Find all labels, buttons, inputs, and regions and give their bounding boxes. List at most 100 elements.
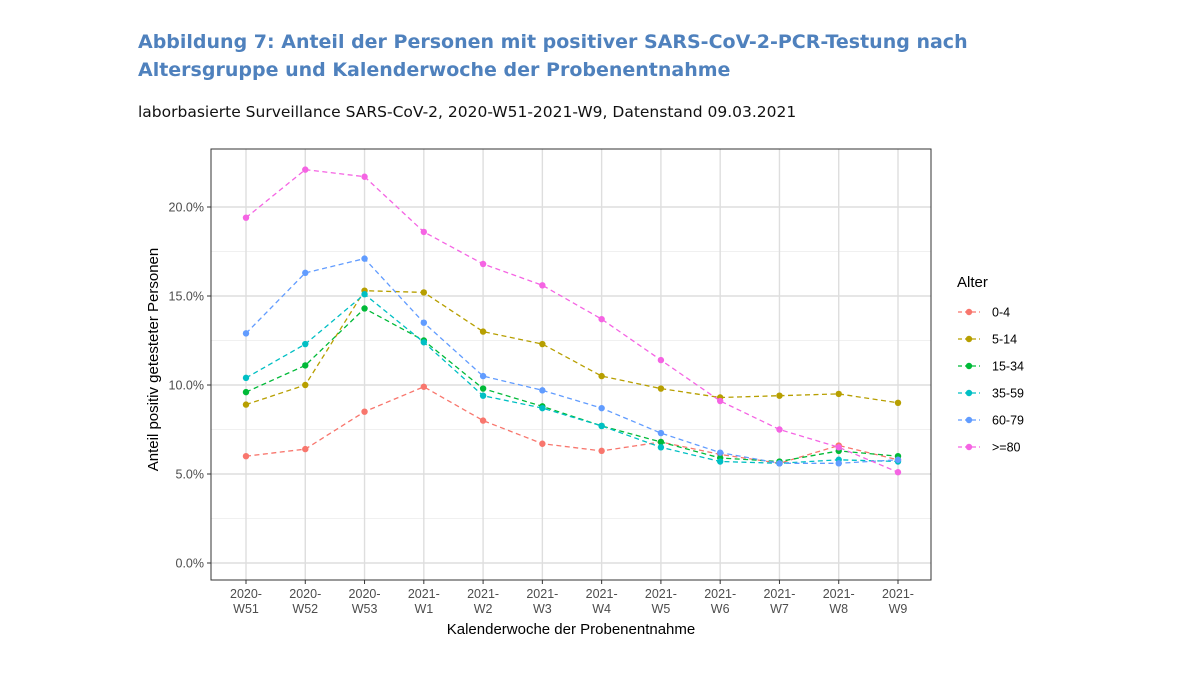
data-point <box>598 422 605 430</box>
data-point <box>420 289 428 296</box>
y-axis-title: Anteil positiv getesteter Personen <box>145 248 162 471</box>
data-point <box>657 444 665 451</box>
data-point <box>242 453 250 460</box>
data-point <box>894 469 902 476</box>
data-point <box>361 173 368 180</box>
data-point <box>598 404 605 412</box>
legend-item: >=80 <box>958 441 1021 455</box>
figure-title: Abbildung 7: Anteil der Personen mit pos… <box>138 31 968 81</box>
data-point <box>479 328 487 335</box>
data-point <box>302 269 309 277</box>
data-point <box>835 444 842 451</box>
data-point <box>302 362 309 369</box>
x-tick-label: 2021-W4 <box>586 587 618 616</box>
data-point <box>420 319 428 326</box>
data-point <box>420 339 428 346</box>
x-tick-label-year: 2021- <box>408 587 440 601</box>
x-tick-label-week: W52 <box>292 602 318 616</box>
x-axis-title: Kalenderwoche der Probenentnahme <box>447 621 696 638</box>
x-tick-label-week: W5 <box>652 602 671 616</box>
data-point <box>302 381 309 389</box>
panel-background <box>211 149 931 580</box>
data-point <box>776 392 783 399</box>
data-point <box>302 166 309 173</box>
legend-label: >=80 <box>992 441 1021 455</box>
data-point <box>539 282 546 289</box>
x-tick-label: 2021-W8 <box>823 587 855 616</box>
data-point <box>479 260 487 268</box>
series-line <box>245 293 899 464</box>
panel-border <box>210 148 932 581</box>
data-point <box>894 399 902 406</box>
legend-key-point <box>965 308 973 316</box>
data-point <box>835 390 842 398</box>
x-tick-label: 2021-W6 <box>704 587 736 616</box>
legend-key-point <box>965 443 973 451</box>
data-point <box>539 340 546 348</box>
legend-key-point <box>965 389 973 397</box>
data-point <box>242 330 250 337</box>
x-tick-label-year: 2021- <box>645 587 677 601</box>
series-line <box>245 257 899 464</box>
data-point <box>539 387 546 394</box>
data-point <box>242 374 250 382</box>
legend-title: Alter <box>957 274 988 291</box>
series-5-14 <box>242 287 902 408</box>
y-tick-label: 10.0% <box>169 379 204 393</box>
grid-lines <box>210 148 932 581</box>
data-point <box>657 385 665 392</box>
data-point <box>420 228 428 236</box>
legend-label: 5-14 <box>992 333 1017 347</box>
y-axis: 0.0% 5.0% 10.0% 15.0% 20.0% <box>169 201 211 571</box>
x-tick-label-week: W53 <box>352 602 378 616</box>
x-tick-label-week: W8 <box>829 602 848 616</box>
x-tick-label-week: W6 <box>711 602 730 616</box>
plot-panel <box>211 149 931 580</box>
data-point <box>361 255 368 262</box>
data-point <box>657 356 665 364</box>
x-tick-label: 2020-W51 <box>230 587 262 616</box>
x-tick-label-year: 2020- <box>289 587 321 601</box>
x-tick-label: 2021-W7 <box>763 587 795 616</box>
data-point <box>242 401 250 408</box>
y-tick-label: 20.0% <box>169 201 204 215</box>
data-point <box>479 392 487 399</box>
y-tick-label: 15.0% <box>169 290 204 304</box>
legend: Alter 0-4 5-14 15-34 35-59 60-79 >=80 <box>957 274 1024 455</box>
x-tick-label-year: 2021- <box>586 587 618 601</box>
legend-item: 0-4 <box>958 306 1010 320</box>
x-tick-label-year: 2021- <box>882 587 914 601</box>
data-point <box>598 447 605 455</box>
data-point <box>598 315 605 323</box>
x-tick-label: 2021-W1 <box>408 587 440 616</box>
data-point <box>894 456 902 463</box>
data-point <box>242 214 250 221</box>
data-point <box>716 449 724 456</box>
data-point <box>361 408 368 415</box>
x-tick-label-year: 2021- <box>704 587 736 601</box>
legend-item: 35-59 <box>958 387 1024 401</box>
legend-key-point <box>965 416 973 424</box>
series-line <box>245 307 899 463</box>
data-point <box>657 438 665 446</box>
x-tick-label-year: 2020- <box>230 587 262 601</box>
data-point <box>302 445 309 453</box>
data-point <box>242 388 250 396</box>
data-point <box>361 305 368 312</box>
series-layer <box>242 166 902 476</box>
legend-item: 15-34 <box>958 360 1024 374</box>
x-tick-label-week: W2 <box>474 602 493 616</box>
x-tick-label-year: 2021- <box>763 587 795 601</box>
data-point <box>716 458 724 465</box>
x-tick-label: 2021-W3 <box>526 587 558 616</box>
x-tick-label: 2020-W52 <box>289 587 321 616</box>
series-60-79 <box>242 255 902 467</box>
series-line <box>245 290 899 406</box>
data-point <box>598 372 605 380</box>
data-point <box>479 372 487 380</box>
x-tick-label-week: W4 <box>592 602 611 616</box>
legend-label: 60-79 <box>992 414 1024 428</box>
x-tick-label: 2021-W9 <box>882 587 914 616</box>
data-point <box>657 429 665 437</box>
data-point <box>479 417 487 424</box>
